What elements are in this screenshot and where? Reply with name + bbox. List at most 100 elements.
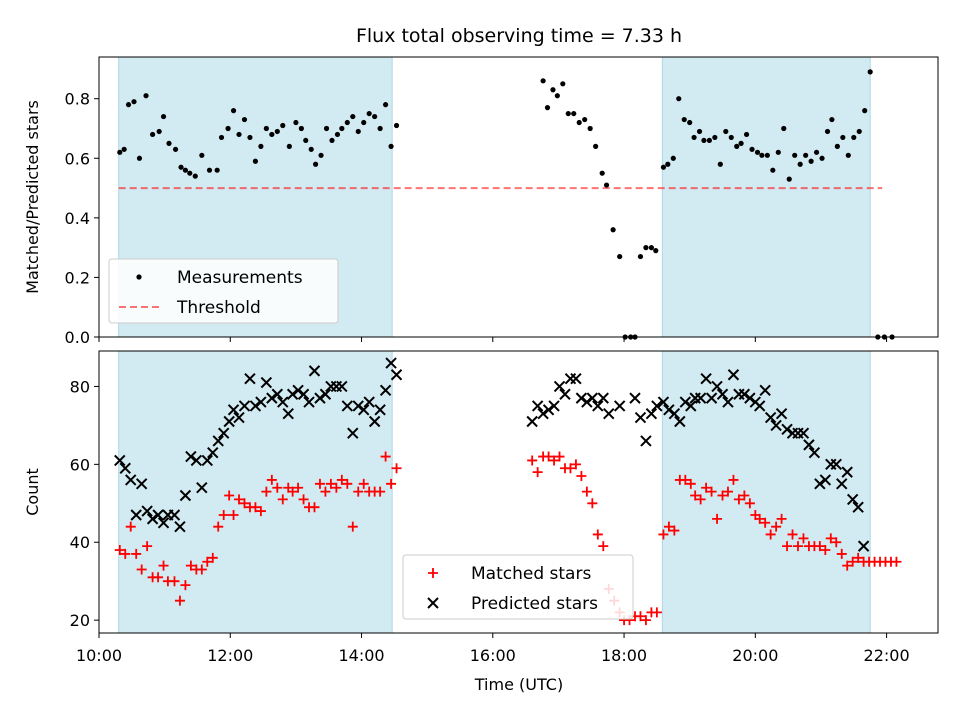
dot-point-112 [862, 108, 868, 114]
x-point-44 [347, 427, 359, 439]
dot-point-33 [298, 125, 304, 132]
plus-point-97 [765, 529, 776, 540]
plus-point-43 [342, 478, 353, 489]
x-point-4 [130, 509, 142, 521]
plus-point-12 [174, 595, 185, 606]
bottom-shaded-interval-1 [118, 350, 393, 634]
x-point-30 [271, 388, 284, 400]
plus-point-110 [836, 548, 847, 559]
plus-point-4 [131, 548, 142, 559]
x-point-2 [119, 462, 131, 474]
dot-point-110 [851, 134, 857, 141]
plus-point-86 [706, 486, 717, 497]
plus-point-19 [213, 521, 224, 532]
dot-point-29 [274, 128, 280, 135]
x-point-75 [663, 404, 675, 416]
legend-swatch-1 [428, 568, 438, 578]
x-point-92 [753, 400, 766, 412]
plus-point-40 [325, 478, 336, 489]
x-point-38 [314, 392, 326, 404]
plus-point-64 [587, 498, 598, 509]
x-point-63 [581, 396, 593, 408]
x-point-42 [336, 380, 348, 393]
plus-point-35 [298, 494, 309, 505]
dot-point-73 [653, 248, 659, 254]
plus-point-41 [331, 482, 342, 493]
dot-point-86 [723, 128, 729, 135]
x-axis-label: Time (UTC) [474, 675, 563, 694]
dot-point-7 [149, 131, 156, 138]
dot-point-23 [241, 116, 248, 123]
x-point-48 [368, 415, 381, 428]
plus-point-24 [239, 498, 250, 509]
plus-point-98 [771, 521, 782, 532]
x-point-107 [836, 478, 848, 490]
x-tick-label-6: 20:00 [732, 646, 778, 665]
x-point-16 [196, 482, 208, 494]
dot-point-72 [648, 245, 655, 251]
plus-point-63 [581, 486, 592, 497]
x-point-47 [363, 396, 375, 408]
plus-point-84 [695, 494, 706, 505]
dot-point-1 [117, 149, 123, 155]
plus-point-29 [266, 474, 277, 485]
x-point-39 [319, 388, 332, 400]
plus-point-34 [293, 482, 304, 493]
x-point-108 [841, 466, 853, 478]
x-point-49 [374, 404, 386, 416]
x-point-62 [575, 392, 588, 404]
plus-point-37 [309, 502, 320, 513]
x-point-54 [531, 400, 544, 412]
plus-point-49 [375, 486, 386, 497]
plus-point-62 [576, 471, 587, 482]
plus-point-14 [185, 560, 196, 571]
dot-point-83 [706, 137, 712, 144]
dot-point-92 [754, 149, 761, 155]
x-point-74 [657, 396, 670, 408]
plus-point-95 [754, 513, 765, 524]
x-point-15 [190, 454, 203, 467]
dot-point-84 [712, 134, 718, 141]
dot-point-95 [770, 167, 776, 173]
x-point-70 [634, 411, 647, 424]
dot-point-59 [576, 119, 582, 126]
plus-point-26 [250, 502, 261, 513]
dot-point-98 [786, 176, 792, 182]
dot-point-52 [540, 78, 546, 84]
plus-point-3 [125, 521, 136, 532]
dot-point-57 [565, 110, 571, 117]
dot-point-42 [344, 119, 350, 126]
x-point-87 [727, 369, 740, 381]
plus-point-45 [353, 486, 364, 497]
plus-point-77 [658, 529, 669, 540]
plus-point-65 [592, 529, 603, 540]
x-point-77 [674, 415, 686, 428]
x-point-102 [808, 446, 821, 459]
x-point-51 [385, 357, 397, 369]
x-point-9 [157, 517, 170, 529]
x-point-8 [152, 509, 164, 521]
dot-point-51 [393, 122, 400, 129]
x-point-57 [548, 400, 560, 412]
dot-point-43 [350, 113, 356, 120]
dot-point-103 [813, 149, 820, 155]
dot-point-91 [749, 146, 755, 152]
top-y-tick-label-1: 0.0 [65, 328, 90, 347]
plus-point-42 [336, 474, 347, 485]
plus-point-108 [825, 533, 836, 544]
x-point-50 [379, 384, 392, 397]
dot-point-2 [121, 146, 127, 152]
dot-point-76 [670, 155, 676, 161]
dot-point-87 [728, 134, 734, 141]
plus-point-60 [565, 463, 576, 474]
plus-point-27 [255, 506, 266, 517]
dot-point-85 [717, 161, 723, 167]
dot-point-3 [125, 102, 132, 108]
x-point-23 [233, 411, 245, 424]
bottom-shaded-interval-2 [661, 350, 871, 634]
plus-point-81 [680, 474, 691, 485]
plus-point-11 [169, 576, 180, 587]
bottom-y-tick-label-4: 80 [70, 377, 90, 396]
dot-point-44 [355, 128, 361, 135]
x-point-1 [114, 454, 126, 467]
